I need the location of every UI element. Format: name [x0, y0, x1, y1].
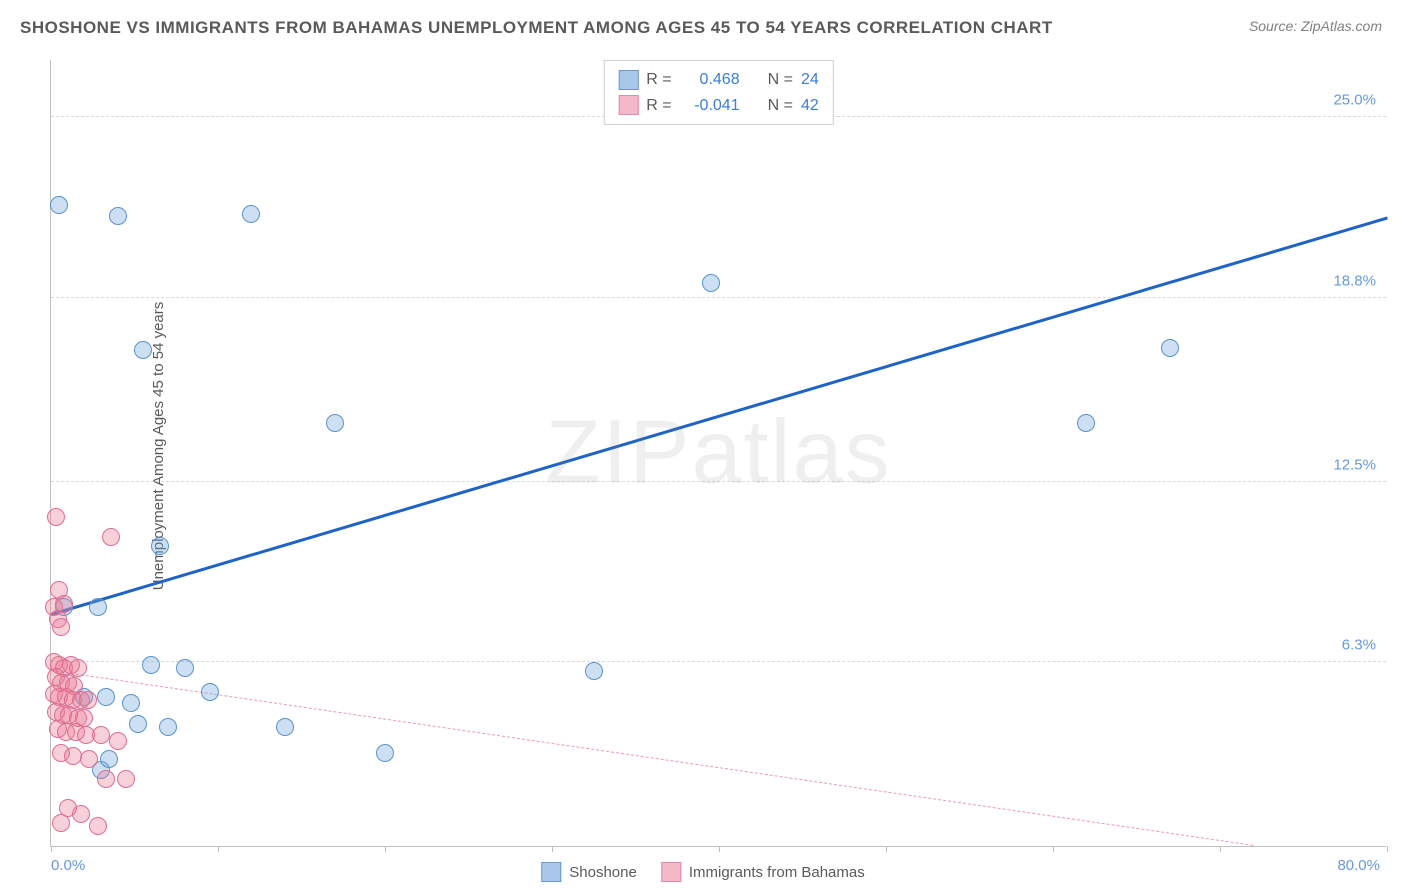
data-point	[326, 414, 344, 432]
swatch-bahamas	[618, 95, 638, 115]
x-tick	[51, 846, 52, 852]
x-tick	[886, 846, 887, 852]
data-point	[92, 726, 110, 744]
data-point	[79, 691, 97, 709]
legend-label: Shoshone	[569, 864, 637, 881]
data-point	[376, 744, 394, 762]
data-point	[52, 618, 70, 636]
data-point	[109, 732, 127, 750]
data-point	[585, 662, 603, 680]
data-point	[702, 274, 720, 292]
data-point	[47, 508, 65, 526]
gridline	[51, 661, 1386, 662]
r-value-bahamas: -0.041	[680, 93, 740, 119]
chart-title: SHOSHONE VS IMMIGRANTS FROM BAHAMAS UNEM…	[20, 18, 1053, 38]
legend-item: Shoshone	[541, 862, 637, 882]
data-point	[134, 341, 152, 359]
stats-legend: R = 0.468 N = 24 R = -0.041 N = 42	[603, 60, 833, 125]
stats-row-shoshone: R = 0.468 N = 24	[618, 67, 818, 93]
source-attribution: Source: ZipAtlas.com	[1249, 18, 1382, 34]
n-value-bahamas: 42	[801, 93, 819, 119]
r-label: R =	[646, 67, 671, 93]
data-point	[52, 814, 70, 832]
trendline	[51, 670, 1254, 846]
data-point	[242, 205, 260, 223]
data-point	[129, 715, 147, 733]
data-point	[89, 817, 107, 835]
plot-area: ZIPatlas R = 0.468 N = 24 R = -0.041 N =…	[50, 60, 1386, 847]
correlation-chart: SHOSHONE VS IMMIGRANTS FROM BAHAMAS UNEM…	[0, 0, 1406, 892]
y-tick-label: 6.3%	[1342, 637, 1376, 654]
legend-item: Immigrants from Bahamas	[661, 862, 865, 882]
x-tick-label: 0.0%	[51, 857, 85, 874]
series-legend: Shoshone Immigrants from Bahamas	[541, 862, 864, 882]
stats-row-bahamas: R = -0.041 N = 42	[618, 93, 818, 119]
x-tick	[1053, 846, 1054, 852]
y-tick-label: 12.5%	[1333, 456, 1376, 473]
data-point	[117, 770, 135, 788]
data-point	[142, 656, 160, 674]
r-label: R =	[646, 93, 671, 119]
data-point	[80, 750, 98, 768]
swatch-shoshone	[618, 70, 638, 90]
data-point	[100, 750, 118, 768]
y-tick-label: 18.8%	[1333, 273, 1376, 290]
x-tick-label: 80.0%	[1337, 857, 1380, 874]
n-label: N =	[768, 93, 793, 119]
x-tick	[1387, 846, 1388, 852]
legend-swatch	[661, 862, 681, 882]
data-point	[176, 659, 194, 677]
trendline	[51, 216, 1388, 615]
gridline	[51, 297, 1386, 298]
data-point	[72, 805, 90, 823]
data-point	[159, 718, 177, 736]
x-tick	[719, 846, 720, 852]
data-point	[102, 528, 120, 546]
data-point	[97, 688, 115, 706]
data-point	[201, 683, 219, 701]
legend-label: Immigrants from Bahamas	[689, 864, 865, 881]
gridline	[51, 481, 1386, 482]
y-tick-label: 25.0%	[1333, 92, 1376, 109]
data-point	[1161, 339, 1179, 357]
x-tick	[1220, 846, 1221, 852]
data-point	[97, 770, 115, 788]
x-tick	[385, 846, 386, 852]
data-point	[151, 537, 169, 555]
data-point	[89, 598, 107, 616]
n-value-shoshone: 24	[801, 67, 819, 93]
data-point	[64, 747, 82, 765]
x-tick	[218, 846, 219, 852]
data-point	[1077, 414, 1095, 432]
watermark: ZIPatlas	[545, 402, 891, 505]
data-point	[50, 196, 68, 214]
data-point	[109, 207, 127, 225]
legend-swatch	[541, 862, 561, 882]
data-point	[276, 718, 294, 736]
n-label: N =	[768, 67, 793, 93]
data-point	[122, 694, 140, 712]
r-value-shoshone: 0.468	[680, 67, 740, 93]
x-tick	[552, 846, 553, 852]
